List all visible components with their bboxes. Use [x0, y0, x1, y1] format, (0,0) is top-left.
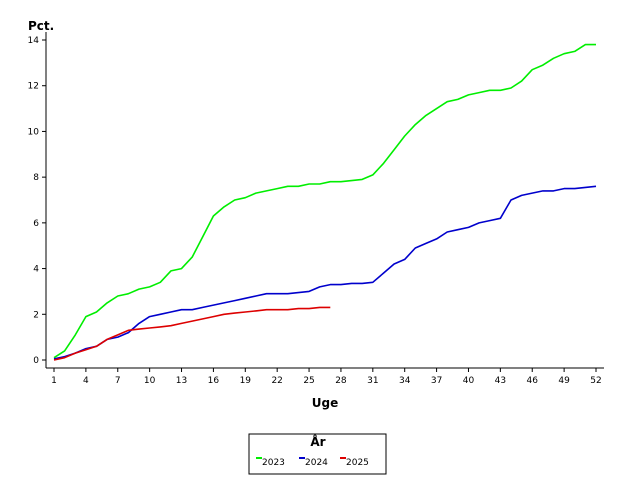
- x-tick-label: 52: [590, 376, 601, 386]
- legend-box: [248, 433, 387, 475]
- x-tick-label: 31: [367, 376, 378, 386]
- y-axis-title: Pct.: [28, 19, 54, 33]
- legend-label-2023: 2023: [262, 458, 285, 468]
- x-ticks: 1 4 7 10 13 16 19 22 25 28 31 34 37 40 43 46 49 52: [51, 368, 602, 386]
- x-tick-label: 40: [463, 376, 475, 386]
- x-axis-title: Uge: [312, 396, 338, 410]
- y-tick-label: 6: [33, 219, 39, 229]
- x-tick-label: 10: [144, 376, 156, 386]
- plot-area: [53, 43, 597, 361]
- legend-label-2025: 2025: [346, 458, 369, 468]
- series-line-2024: [53, 185, 597, 360]
- x-tick-label: 46: [527, 376, 539, 386]
- y-tick-label: 8: [33, 173, 39, 183]
- x-tick-label: 19: [240, 376, 252, 386]
- x-tick-label: 37: [431, 376, 442, 386]
- x-tick-label: 16: [208, 376, 220, 386]
- y-tick-label: 2: [33, 310, 39, 320]
- x-tick-label: 13: [176, 376, 187, 386]
- x-tick-label: 43: [495, 376, 506, 386]
- y-tick-label: 10: [28, 127, 40, 137]
- legend-label-2024: 2024: [305, 458, 328, 468]
- x-tick-label: 49: [558, 376, 570, 386]
- series-line-2025: [53, 306, 331, 361]
- x-tick-label: 34: [399, 376, 411, 386]
- y-tick-label: 4: [33, 265, 39, 275]
- legend-title: År: [310, 434, 325, 449]
- y-tick-label: 12: [28, 82, 39, 92]
- x-tick-label: 7: [115, 376, 121, 386]
- y-tick-label: 0: [33, 356, 39, 366]
- legend: År 2023 2024 2025: [248, 433, 387, 475]
- series-line-2023: [53, 43, 596, 359]
- x-tick-label: 4: [83, 376, 89, 386]
- x-tick-label: 22: [271, 376, 282, 386]
- y-ticks: 0 2 4 6 8 10 12 14: [28, 36, 46, 366]
- legend-items: 2023 2024 2025: [256, 457, 369, 468]
- x-tick-label: 25: [303, 376, 314, 386]
- y-tick-label: 14: [28, 36, 40, 46]
- x-tick-label: 28: [335, 376, 347, 386]
- x-tick-label: 1: [51, 376, 57, 386]
